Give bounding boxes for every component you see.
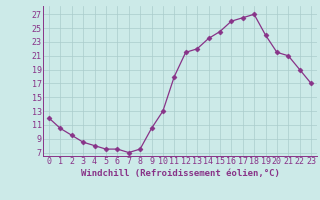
X-axis label: Windchill (Refroidissement éolien,°C): Windchill (Refroidissement éolien,°C) (81, 169, 279, 178)
